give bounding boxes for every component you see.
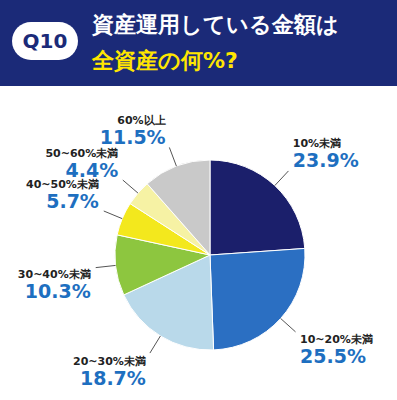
svg-text:11.5%: 11.5% [100, 126, 166, 148]
svg-text:5.7%: 5.7% [46, 190, 99, 212]
svg-text:23.9%: 23.9% [293, 149, 359, 171]
html-text:Q10: Q10 [22, 29, 68, 53]
html-text:全資産の何%?: 全資産の何%? [92, 48, 238, 73]
svg-text:10.3%: 10.3% [25, 280, 91, 302]
svg-text:40~50%未満: 40~50%未満 [26, 178, 99, 192]
svg-text:25.5%: 25.5% [300, 345, 366, 367]
svg-text:4.4%: 4.4% [66, 159, 119, 181]
svg-text:50~60%未満: 50~60%未満 [45, 146, 119, 160]
svg-text:18.7%: 18.7% [80, 367, 146, 389]
svg-text:10%未満: 10%未満 [292, 137, 342, 151]
svg-text:30~40%未満: 30~40%未満 [17, 267, 91, 281]
svg-text:20~30%未満: 20~30%未満 [73, 354, 146, 368]
svg-text:10~20%未満: 10~20%未満 [300, 333, 373, 347]
html-text:資産運用している金額は: 資産運用している金額は [92, 12, 339, 37]
svg-text:60%以上: 60%以上 [117, 113, 166, 127]
